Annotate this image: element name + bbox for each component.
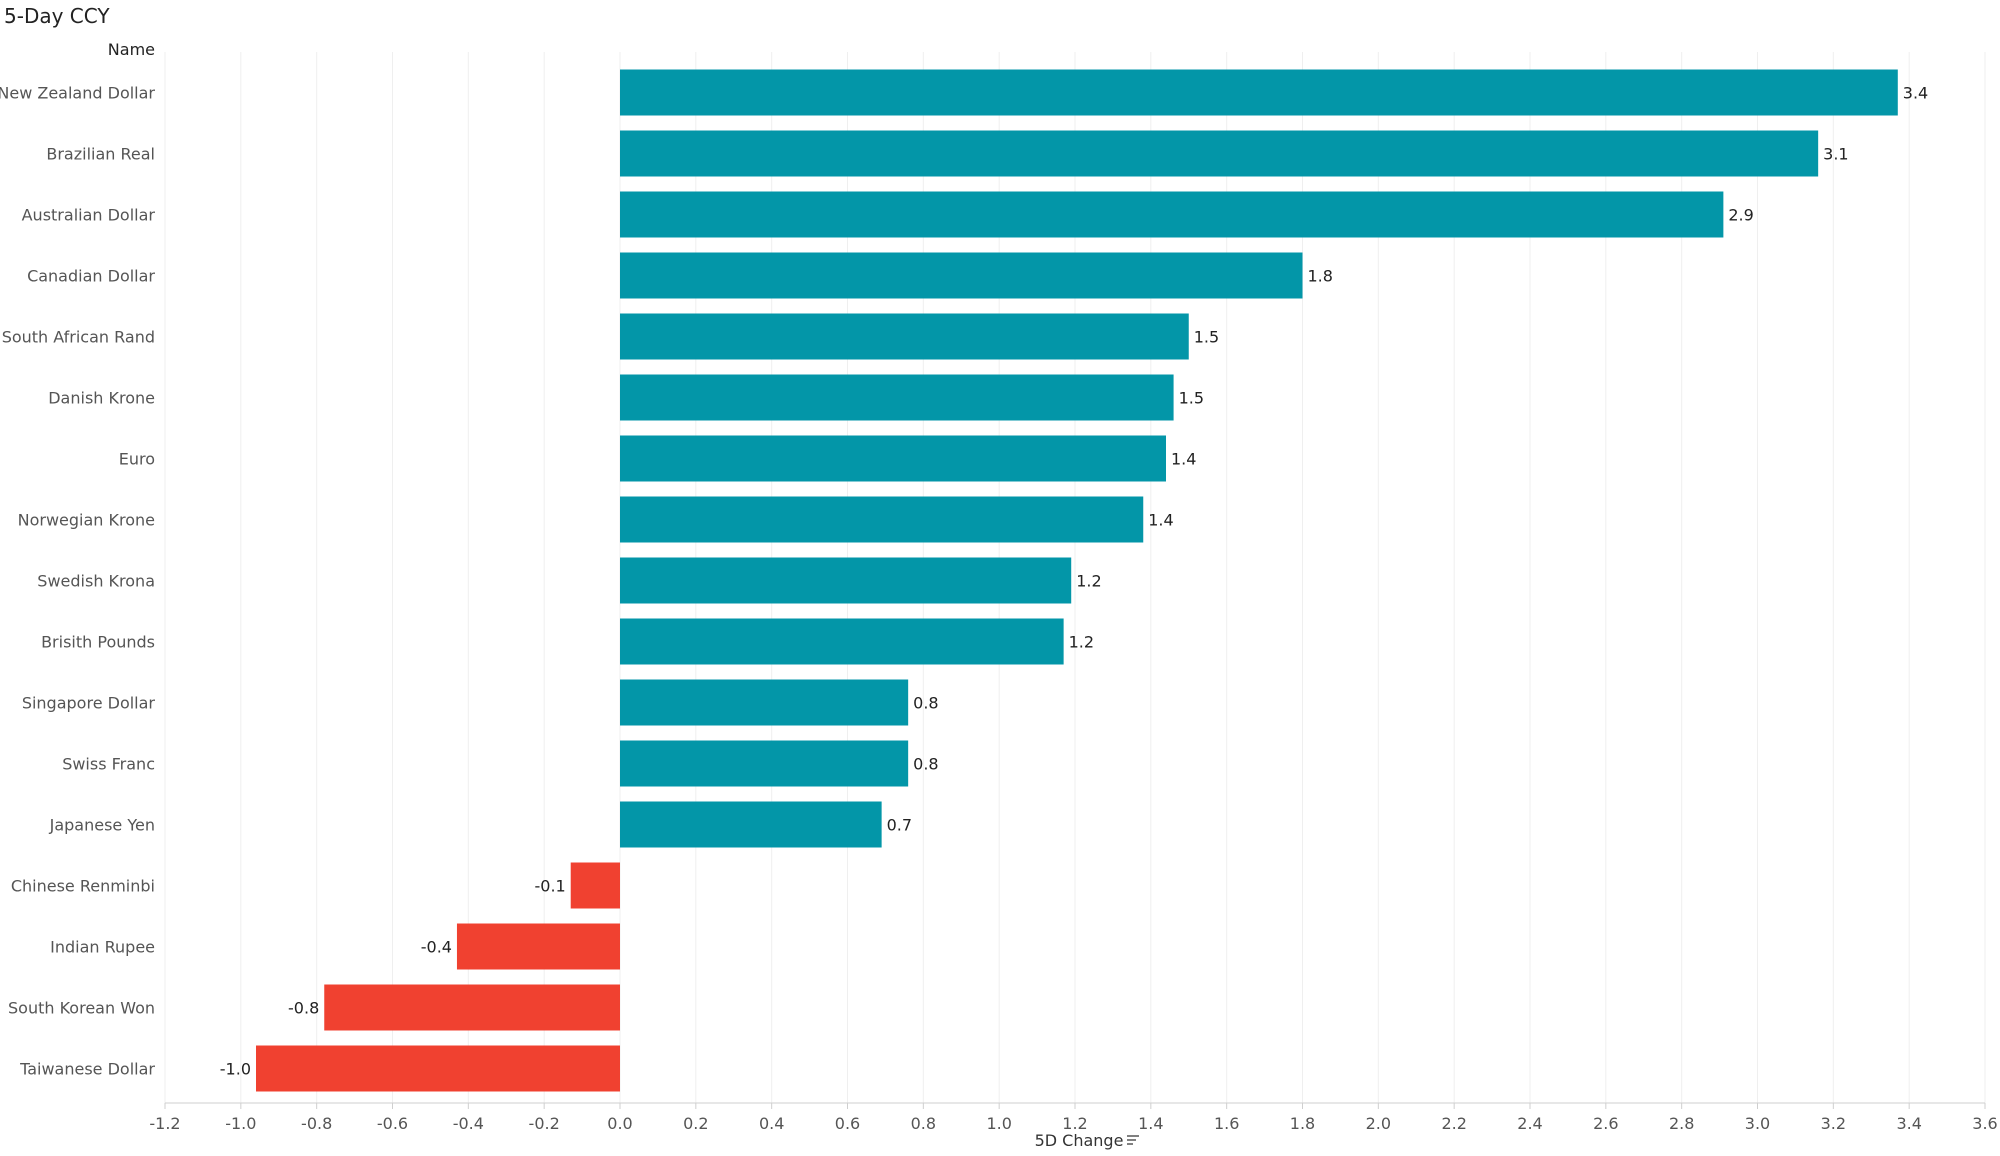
- category-label: Brisith Pounds: [41, 633, 155, 652]
- x-tick-label: 1.2: [1062, 1114, 1087, 1133]
- category-label: Canadian Dollar: [27, 267, 155, 286]
- category-label: Indian Rupee: [50, 938, 155, 957]
- data-label: 1.4: [1171, 450, 1196, 469]
- data-label: 0.8: [913, 694, 938, 713]
- x-tick-label: 2.8: [1669, 1114, 1694, 1133]
- data-label: 1.2: [1076, 572, 1101, 591]
- x-tick-label: 0.8: [911, 1114, 936, 1133]
- bar[interactable]: [620, 618, 1064, 665]
- bar[interactable]: [620, 374, 1174, 421]
- data-label: 1.5: [1194, 328, 1219, 347]
- data-label: -0.8: [288, 999, 319, 1018]
- bar[interactable]: [620, 252, 1303, 299]
- x-tick-label: 3.4: [1896, 1114, 1921, 1133]
- data-label: 3.4: [1903, 84, 1928, 103]
- category-label: Norwegian Krone: [18, 511, 155, 530]
- category-label: Brazilian Real: [46, 145, 155, 164]
- bar[interactable]: [570, 862, 620, 909]
- data-label: -0.1: [534, 877, 565, 896]
- data-labels: 3.4 3.1 2.9 1.8 1.5 1.5 1.4 1.4 1.2 1.2 0.8 0.8 0.7 -…: [220, 84, 1928, 1079]
- bar[interactable]: [620, 496, 1144, 543]
- category-label: Euro: [119, 450, 155, 469]
- data-label: 0.7: [887, 816, 912, 835]
- category-label: South Korean Won: [8, 999, 155, 1018]
- x-tick-label: -0.2: [529, 1114, 560, 1133]
- category-label: Australian Dollar: [22, 206, 156, 225]
- bar[interactable]: [620, 191, 1724, 238]
- bar[interactable]: [620, 557, 1072, 604]
- bar[interactable]: [456, 923, 620, 970]
- x-tick-label: 1.4: [1138, 1114, 1163, 1133]
- x-tick-label: 2.6: [1593, 1114, 1618, 1133]
- x-tick-label: 3.6: [1972, 1114, 1997, 1133]
- category-label: Singapore Dollar: [22, 694, 156, 713]
- x-axis-title: 5D Change: [1035, 1131, 1139, 1150]
- x-tick-label: 0.0: [607, 1114, 632, 1133]
- x-tick-label: -0.4: [453, 1114, 484, 1133]
- x-tick-label: 0.4: [759, 1114, 784, 1133]
- category-labels: New Zealand Dollar Brazilian Real Australi…: [0, 84, 155, 1079]
- data-label: 1.8: [1308, 267, 1333, 286]
- x-axis: -1.2 -1.0 -0.8 -0.6 -0.4 -0.2 0.0 0.2 0.4 0.6 0.8 1…: [149, 1102, 1998, 1133]
- category-label: Danish Krone: [48, 389, 155, 408]
- x-tick-label: 0.6: [835, 1114, 860, 1133]
- data-label: -1.0: [220, 1060, 251, 1079]
- data-label: 1.4: [1148, 511, 1173, 530]
- x-axis-title-text: 5D Change: [1035, 1131, 1124, 1150]
- bar[interactable]: [620, 313, 1189, 360]
- category-label: New Zealand Dollar: [0, 84, 155, 103]
- x-tick-label: 3.0: [1745, 1114, 1770, 1133]
- x-tick-label: -1.0: [225, 1114, 256, 1133]
- category-label: South African Rand: [2, 328, 155, 347]
- x-tick-label: 1.6: [1214, 1114, 1239, 1133]
- category-label: Taiwanese Dollar: [19, 1060, 155, 1079]
- bar[interactable]: [324, 984, 620, 1031]
- bar[interactable]: [256, 1045, 620, 1092]
- bars: [256, 69, 1898, 1092]
- x-tick-label: 1.0: [986, 1114, 1011, 1133]
- bar[interactable]: [620, 801, 882, 848]
- x-tick-label: 2.2: [1441, 1114, 1466, 1133]
- category-label: Chinese Renminbi: [11, 877, 155, 896]
- category-label: Swiss Franc: [62, 755, 155, 774]
- x-tick-label: -0.8: [301, 1114, 332, 1133]
- data-label: 0.8: [913, 755, 938, 774]
- category-header: Name: [108, 40, 155, 59]
- data-label: 3.1: [1823, 145, 1848, 164]
- bar[interactable]: [620, 679, 909, 726]
- bar[interactable]: [620, 130, 1819, 177]
- data-label: -0.4: [421, 938, 452, 957]
- bar[interactable]: [620, 740, 909, 787]
- bar[interactable]: [620, 435, 1166, 482]
- x-tick-label: -0.6: [377, 1114, 408, 1133]
- category-label: Japanese Yen: [49, 816, 155, 835]
- chart-title: 5-Day CCY: [4, 4, 110, 28]
- data-label: 2.9: [1728, 206, 1753, 225]
- x-tick-label: 2.0: [1366, 1114, 1391, 1133]
- x-tick-label: 3.2: [1821, 1114, 1846, 1133]
- sort-icon[interactable]: [1127, 1135, 1139, 1145]
- x-tick-label: 0.2: [683, 1114, 708, 1133]
- x-tick-label: 1.8: [1290, 1114, 1315, 1133]
- bar[interactable]: [620, 69, 1898, 116]
- x-tick-label: 2.4: [1517, 1114, 1542, 1133]
- data-label: 1.2: [1069, 633, 1094, 652]
- x-tick-label: -1.2: [149, 1114, 180, 1133]
- data-label: 1.5: [1179, 389, 1204, 408]
- category-label: Swedish Krona: [37, 572, 155, 591]
